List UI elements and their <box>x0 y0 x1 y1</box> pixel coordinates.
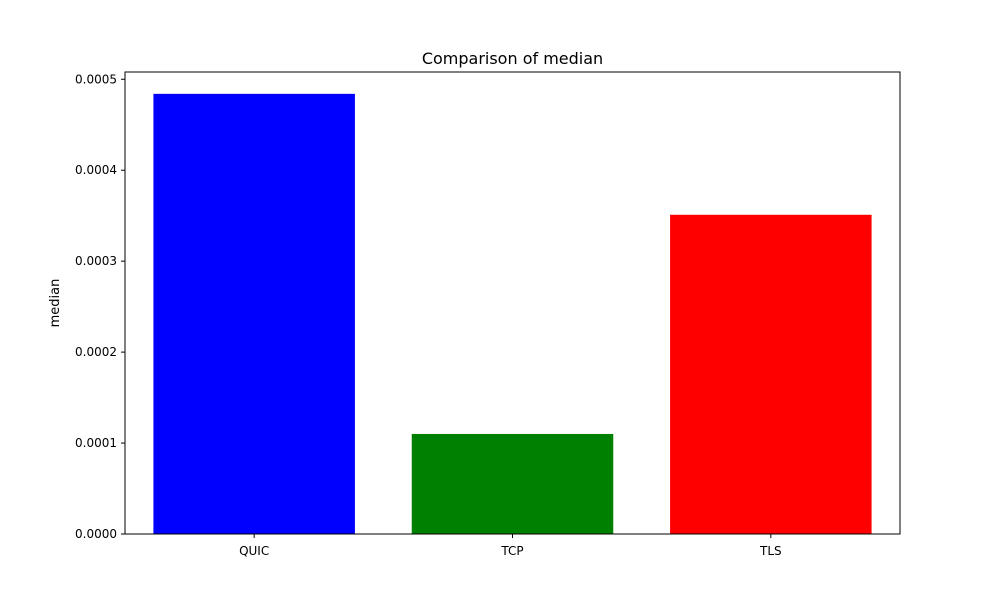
bar-quic <box>153 93 355 534</box>
y-tick-label: 0.0005 <box>75 72 117 86</box>
bars-layer <box>153 93 872 534</box>
y-axis-label: median <box>48 279 63 328</box>
y-tick-label: 0.0003 <box>75 254 117 268</box>
x-tick-label-quic: QUIC <box>239 544 269 558</box>
bar-tls <box>670 214 872 534</box>
x-tick-label-tcp: TCP <box>500 544 523 558</box>
bar-tcp <box>411 433 614 534</box>
y-tick-label: 0.0004 <box>75 163 117 177</box>
x-tick-label-tls: TLS <box>759 544 782 558</box>
y-axis: 0.0000 0.0001 0.0002 0.0003 0.0004 0.0005 <box>75 72 125 541</box>
chart-title: Comparison of median <box>422 49 603 68</box>
x-axis: QUIC TCP TLS <box>239 534 782 558</box>
y-tick-label: 0.0002 <box>75 345 117 359</box>
y-tick-label: 0.0001 <box>75 436 117 450</box>
y-tick-label: 0.0000 <box>75 527 117 541</box>
